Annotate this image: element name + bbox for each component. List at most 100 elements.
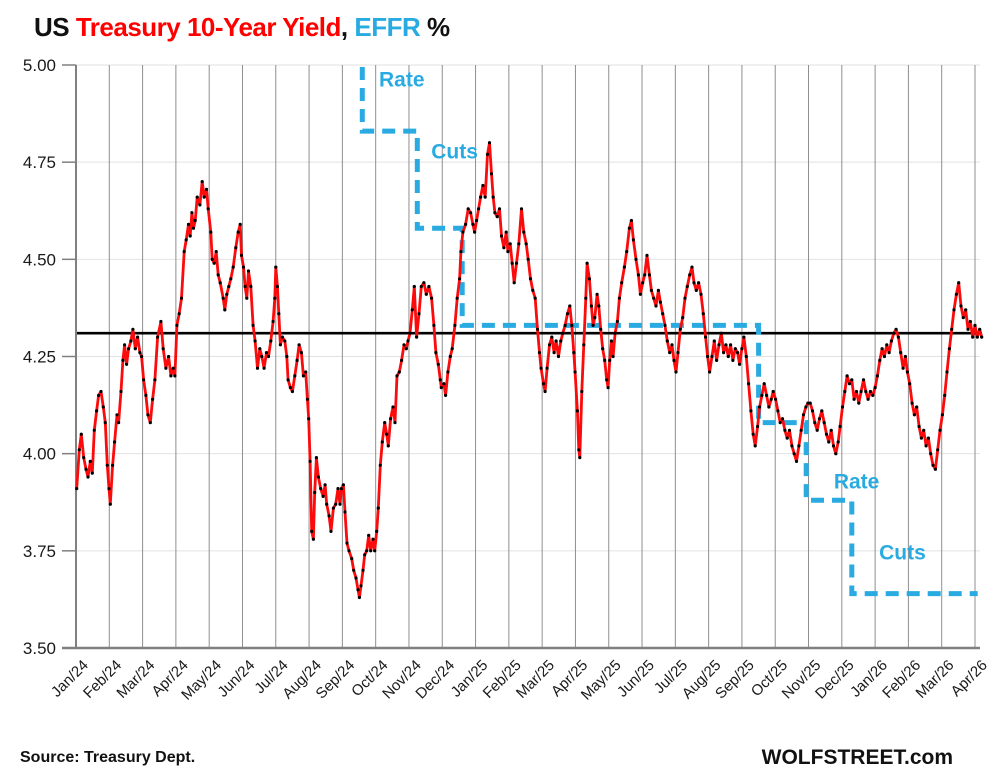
data-point-marker [415,335,419,339]
data-point-marker [195,195,199,199]
data-point-marker [354,576,358,580]
data-point-marker [280,335,284,339]
data-point-marker [255,366,260,370]
data-point-marker [506,250,510,254]
data-point-marker [221,296,225,300]
data-point-marker [214,250,218,254]
data-point-marker [834,452,838,456]
x-axis-label: Mar/26 [912,657,957,702]
data-point-marker [316,475,320,479]
data-point-marker [756,424,760,429]
data-point-marker [733,347,737,351]
data-point-marker [179,296,184,300]
data-point-marker [487,141,492,145]
data-point-marker [605,378,609,382]
data-point-marker [489,172,494,176]
data-point-marker [286,378,290,382]
data-point-marker [806,401,810,405]
data-point-marker [117,421,121,425]
data-point-marker [971,335,975,339]
data-point-marker [943,393,947,397]
data-point-marker [681,316,685,320]
data-point-marker [148,421,152,425]
data-point-marker [861,378,866,382]
data-point-marker [308,459,312,463]
data-point-marker [450,347,454,351]
data-point-marker [894,327,898,331]
data-point-marker [200,180,204,184]
data-point-marker [410,308,414,312]
data-point-marker [880,347,884,351]
data-point-marker [140,354,144,359]
data-point-marker [738,362,742,366]
y-axis-label: 4.25 [23,348,56,367]
data-point-marker [161,347,165,351]
data-point-marker [878,358,882,362]
data-point-marker [512,281,516,285]
data-point-marker [926,436,931,440]
data-point-marker [113,440,117,444]
y-axis-label: 4.75 [23,153,56,172]
title-part-treasury: Treasury 10-Year Yield [75,12,342,42]
data-point-marker [847,382,852,386]
watermark: WOLFSTREET.com [761,746,953,769]
data-point-marker [722,351,726,355]
data-point-marker [347,549,351,553]
treasury-data-points [75,141,984,600]
data-point-marker [369,549,373,553]
data-point-marker [262,366,266,370]
data-point-marker [790,444,794,448]
data-point-marker [568,304,572,308]
data-point-marker [656,288,661,292]
data-point-marker [105,463,109,467]
data-point-marker [751,432,755,436]
data-point-marker [277,312,281,316]
x-axis-label: Mar/24 [113,657,158,702]
data-point-marker [767,405,771,409]
data-point-marker [499,234,504,238]
data-point-marker [497,207,502,211]
data-point-marker [537,351,542,355]
data-point-marker [661,312,665,316]
data-point-marker [310,529,314,534]
data-point-marker [554,339,558,343]
x-axis-label: Mar/25 [513,657,558,702]
data-point-marker [313,490,317,495]
data-point-marker [545,366,549,370]
data-point-marker [652,296,656,300]
title-part-comma: , [340,12,355,42]
data-point-marker [945,370,949,374]
data-point-marker [336,487,340,491]
effr-step-line [359,67,978,597]
data-point-marker [950,327,954,331]
data-point-marker [975,335,979,339]
data-point-marker [273,296,277,300]
y-axis-labels: 5.00 4.75 4.50 4.25 4.00 3.75 3.50 [23,56,76,658]
data-point-marker [831,444,836,448]
data-point-marker [266,354,271,359]
data-point-marker [136,335,140,339]
data-point-marker [223,308,227,312]
data-point-marker [464,222,468,226]
data-point-marker [526,257,530,261]
data-point-marker [785,436,789,440]
data-point-marker [519,207,524,211]
data-point-marker [892,331,896,335]
data-point-marker [363,553,367,557]
data-point-marker [852,397,856,401]
data-point-marker [412,284,416,289]
data-point-marker [264,351,269,355]
data-point-marker [964,308,968,312]
data-point-marker [917,424,921,429]
data-point-marker [922,428,926,432]
data-point-marker [477,207,481,211]
data-point-marker [350,557,354,561]
data-point-marker [385,432,389,436]
data-point-marker [466,207,470,211]
data-point-marker [762,382,766,386]
data-point-marker [573,370,577,374]
data-point-marker [704,335,708,339]
data-point-marker [647,273,652,277]
data-point-marker [690,265,694,269]
data-point-marker [980,335,984,339]
